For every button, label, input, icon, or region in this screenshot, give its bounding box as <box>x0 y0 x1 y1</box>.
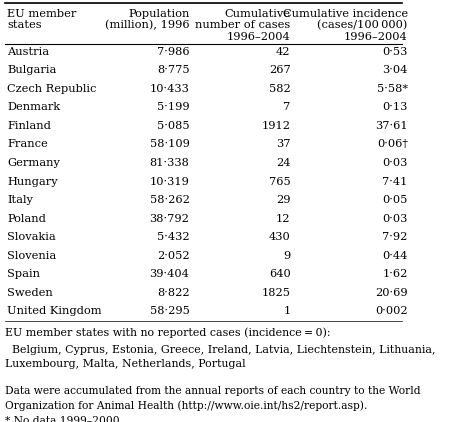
Text: 430: 430 <box>269 232 291 242</box>
Text: Austria: Austria <box>8 47 50 57</box>
Text: 2·052: 2·052 <box>157 251 190 260</box>
Text: Denmark: Denmark <box>8 103 61 113</box>
Text: 10·319: 10·319 <box>150 176 190 187</box>
Text: 267: 267 <box>269 65 291 76</box>
Text: EU member
states: EU member states <box>8 8 77 30</box>
Text: Bulgaria: Bulgaria <box>8 65 57 76</box>
Text: Sweden: Sweden <box>8 287 53 298</box>
Text: 0·05: 0·05 <box>383 195 408 205</box>
Text: Belgium, Cyprus, Estonia, Greece, Ireland, Latvia, Liechtenstein, Lithuania,: Belgium, Cyprus, Estonia, Greece, Irelan… <box>5 344 436 354</box>
Text: Finland: Finland <box>8 121 51 131</box>
Text: 1·62: 1·62 <box>383 269 408 279</box>
Text: Slovakia: Slovakia <box>8 232 56 242</box>
Text: 7·41: 7·41 <box>383 176 408 187</box>
Text: 5·199: 5·199 <box>157 103 190 113</box>
Text: 1: 1 <box>283 306 291 316</box>
Text: Cumulative
number of cases
1996–2004: Cumulative number of cases 1996–2004 <box>195 8 291 42</box>
Text: 7·92: 7·92 <box>383 232 408 242</box>
Text: * No data 1999–2000.: * No data 1999–2000. <box>5 416 123 422</box>
Text: 765: 765 <box>269 176 291 187</box>
Text: Population
(million), 1996: Population (million), 1996 <box>105 8 190 30</box>
Text: Slovenia: Slovenia <box>8 251 57 260</box>
Text: 0·53: 0·53 <box>383 47 408 57</box>
Text: 5·58*: 5·58* <box>377 84 408 94</box>
Text: 38·792: 38·792 <box>150 214 190 224</box>
Text: 0·03: 0·03 <box>383 214 408 224</box>
Text: 58·295: 58·295 <box>150 306 190 316</box>
Text: 39·404: 39·404 <box>150 269 190 279</box>
Text: 0·002: 0·002 <box>375 306 408 316</box>
Text: 58·109: 58·109 <box>150 140 190 149</box>
Text: 37: 37 <box>276 140 291 149</box>
Text: EU member states with no reported cases (incidence = 0):: EU member states with no reported cases … <box>5 327 331 338</box>
Text: 7: 7 <box>283 103 291 113</box>
Text: 42: 42 <box>276 47 291 57</box>
Text: Spain: Spain <box>8 269 40 279</box>
Text: Poland: Poland <box>8 214 46 224</box>
Text: 7·986: 7·986 <box>157 47 190 57</box>
Text: Organization for Animal Health (http://www.oie.int/hs2/report.asp).: Organization for Animal Health (http://w… <box>5 401 368 411</box>
Text: 3·04: 3·04 <box>383 65 408 76</box>
Text: 12: 12 <box>276 214 291 224</box>
Text: 0·13: 0·13 <box>383 103 408 113</box>
Text: 29: 29 <box>276 195 291 205</box>
Text: 1825: 1825 <box>262 287 291 298</box>
Text: 640: 640 <box>269 269 291 279</box>
Text: 0·06†: 0·06† <box>377 140 408 149</box>
Text: Italy: Italy <box>8 195 33 205</box>
Text: 10·433: 10·433 <box>150 84 190 94</box>
Text: 582: 582 <box>269 84 291 94</box>
Text: Czech Republic: Czech Republic <box>8 84 97 94</box>
Text: 20·69: 20·69 <box>375 287 408 298</box>
Text: Germany: Germany <box>8 158 60 168</box>
Text: 8·775: 8·775 <box>157 65 190 76</box>
Text: Hungary: Hungary <box>8 176 58 187</box>
Text: 9: 9 <box>283 251 291 260</box>
Text: Cumulative incidence
(cases/100 000)
1996–2004: Cumulative incidence (cases/100 000) 199… <box>283 8 408 42</box>
Text: United Kingdom: United Kingdom <box>8 306 102 316</box>
Text: Luxembourg, Malta, Netherlands, Portugal: Luxembourg, Malta, Netherlands, Portugal <box>5 360 246 369</box>
Text: 0·03: 0·03 <box>383 158 408 168</box>
Text: France: France <box>8 140 48 149</box>
Text: 58·262: 58·262 <box>150 195 190 205</box>
Text: 37·61: 37·61 <box>375 121 408 131</box>
Text: 0·44: 0·44 <box>383 251 408 260</box>
Text: 1912: 1912 <box>262 121 291 131</box>
Text: 24: 24 <box>276 158 291 168</box>
Text: 8·822: 8·822 <box>157 287 190 298</box>
Text: 81·338: 81·338 <box>150 158 190 168</box>
Text: 5·432: 5·432 <box>157 232 190 242</box>
Text: Data were accumulated from the annual reports of each country to the World: Data were accumulated from the annual re… <box>5 386 421 396</box>
Text: 5·085: 5·085 <box>157 121 190 131</box>
